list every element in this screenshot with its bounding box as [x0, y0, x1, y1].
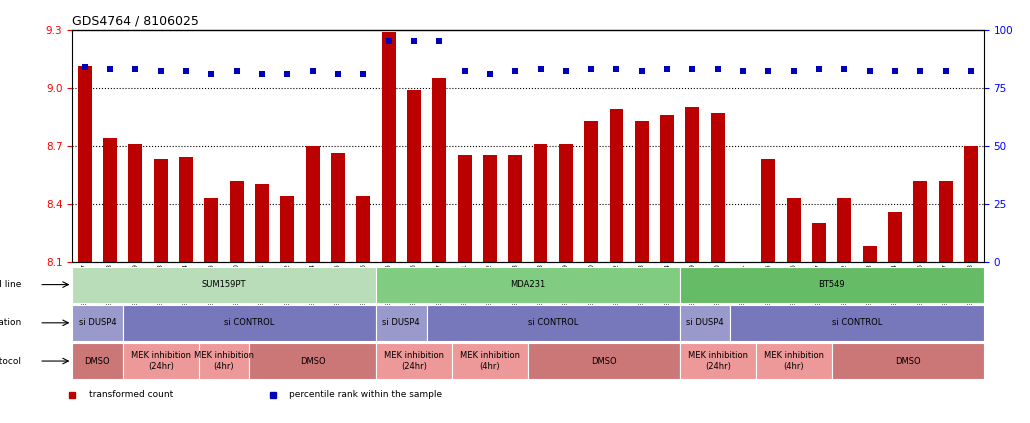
Bar	[255, 184, 269, 262]
Bar	[483, 155, 496, 262]
Bar	[376, 305, 426, 341]
Bar	[78, 66, 92, 262]
Bar	[376, 266, 680, 302]
Text: transformed count: transformed count	[89, 390, 173, 399]
Bar	[356, 196, 370, 262]
Bar	[610, 109, 623, 262]
Bar	[711, 113, 725, 262]
Text: si DUSP4: si DUSP4	[686, 319, 724, 327]
Bar	[812, 223, 826, 262]
Bar	[407, 90, 421, 262]
Text: DMSO: DMSO	[84, 357, 110, 365]
Bar	[179, 157, 193, 262]
Bar	[761, 159, 776, 262]
Bar	[452, 343, 527, 379]
Text: DMSO: DMSO	[300, 357, 325, 365]
Bar	[72, 343, 123, 379]
Text: genotype/variation: genotype/variation	[0, 319, 22, 327]
Bar	[72, 305, 123, 341]
Bar	[376, 343, 452, 379]
Text: DMSO: DMSO	[591, 357, 617, 365]
Text: MEK inhibition
(24hr): MEK inhibition (24hr)	[688, 352, 748, 371]
Bar	[249, 343, 376, 379]
Bar	[863, 247, 877, 262]
Bar	[433, 78, 446, 262]
Bar	[680, 266, 984, 302]
Text: si DUSP4: si DUSP4	[78, 319, 116, 327]
Bar	[72, 266, 376, 302]
Bar	[964, 146, 977, 262]
Bar	[584, 121, 598, 262]
Text: si CONTROL: si CONTROL	[225, 319, 275, 327]
Bar	[730, 305, 984, 341]
Bar	[660, 115, 674, 262]
Bar	[306, 146, 319, 262]
Bar	[153, 159, 168, 262]
Bar	[680, 305, 730, 341]
Text: protocol: protocol	[0, 357, 22, 365]
Bar	[199, 343, 249, 379]
Text: cell line: cell line	[0, 280, 22, 289]
Bar	[527, 343, 680, 379]
Text: MEK inhibition
(24hr): MEK inhibition (24hr)	[384, 352, 444, 371]
Bar	[331, 154, 345, 262]
Bar	[457, 155, 472, 262]
Bar	[280, 196, 295, 262]
Bar	[680, 343, 756, 379]
Text: MEK inhibition
(4hr): MEK inhibition (4hr)	[459, 352, 520, 371]
Bar	[103, 138, 117, 262]
Text: si CONTROL: si CONTROL	[832, 319, 883, 327]
Bar	[634, 121, 649, 262]
Bar	[508, 155, 522, 262]
Text: GDS4764 / 8106025: GDS4764 / 8106025	[72, 14, 199, 27]
Bar	[831, 343, 984, 379]
Text: MDA231: MDA231	[510, 280, 546, 289]
Text: SUM159PT: SUM159PT	[202, 280, 246, 289]
Text: MEK inhibition
(4hr): MEK inhibition (4hr)	[763, 352, 824, 371]
Bar	[686, 107, 699, 262]
Bar	[426, 305, 680, 341]
Bar	[888, 212, 902, 262]
Bar	[204, 198, 218, 262]
Bar	[534, 144, 548, 262]
Text: MEK inhibition
(24hr): MEK inhibition (24hr)	[131, 352, 191, 371]
Bar	[787, 198, 800, 262]
Bar	[559, 144, 573, 262]
Bar	[756, 343, 831, 379]
Bar	[938, 181, 953, 262]
Bar	[837, 198, 852, 262]
Bar	[129, 144, 142, 262]
Text: si DUSP4: si DUSP4	[382, 319, 420, 327]
Text: percentile rank within the sample: percentile rank within the sample	[289, 390, 442, 399]
Text: DMSO: DMSO	[895, 357, 921, 365]
Text: si CONTROL: si CONTROL	[528, 319, 579, 327]
Bar	[914, 181, 927, 262]
Bar	[230, 181, 244, 262]
Bar	[382, 32, 396, 262]
Text: MEK inhibition
(4hr): MEK inhibition (4hr)	[194, 352, 254, 371]
Text: BT549: BT549	[819, 280, 845, 289]
Bar	[123, 343, 199, 379]
Bar	[123, 305, 376, 341]
